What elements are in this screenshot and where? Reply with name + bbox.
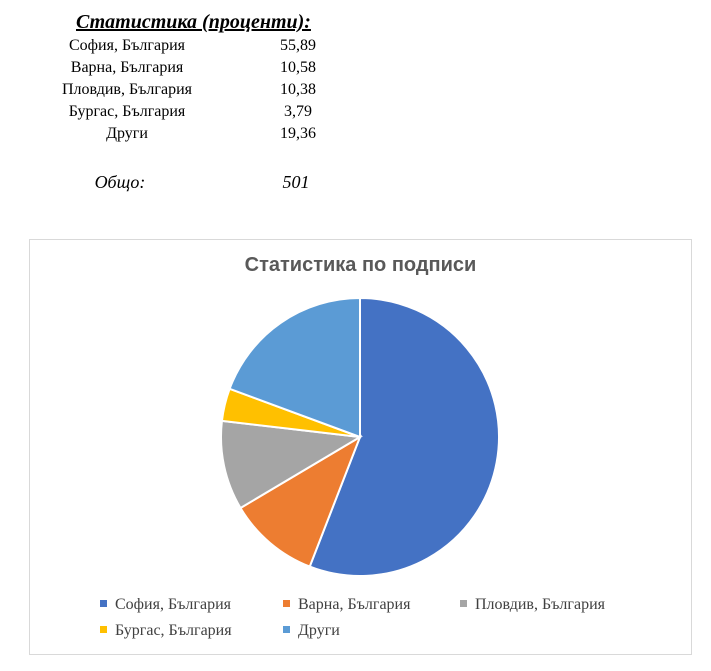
pie-slice: [308, 296, 500, 577]
legend-swatch: [460, 599, 467, 607]
legend-item: Бургас, България: [100, 622, 232, 642]
legend-item: Други: [283, 622, 340, 642]
legend-label: Бургас, България: [115, 622, 232, 639]
legend-label: Варна, България: [298, 596, 411, 613]
table-row: Пловдив, България 10,38: [0, 81, 711, 103]
row-name: Други: [106, 125, 148, 142]
pie-slice: [239, 434, 362, 568]
legend-swatch: [100, 599, 107, 607]
table-row: Други 19,36: [0, 125, 711, 147]
row-name: София, България: [69, 37, 185, 54]
row-value: 3,79: [284, 103, 312, 120]
row-value: 19,36: [280, 125, 316, 142]
legend-item: Пловдив, България: [460, 596, 605, 616]
chart-title: Статистика по подписи: [244, 254, 477, 276]
row-name: Бургас, България: [68, 103, 186, 120]
legend-item: Варна, България: [283, 596, 410, 616]
legend-label: Пловдив, България: [475, 596, 605, 613]
statistics-title: Статистика (проценти):: [76, 11, 311, 33]
statistics-table: Статистика (проценти): София, България 5…: [0, 0, 711, 210]
row-name: Пловдив, България: [62, 81, 192, 98]
table-row: София, България 55,89: [0, 37, 711, 59]
table-row: Бургас, България 3,79: [0, 103, 711, 125]
legend-item: София, България: [100, 596, 231, 616]
row-name: Варна, България: [70, 59, 184, 76]
total-value: 501: [282, 172, 310, 192]
pie-chart: Статистика по подписи София, България Вар…: [29, 239, 692, 655]
pie-slice: [228, 296, 361, 439]
row-value: 10,58: [280, 59, 316, 76]
chart-legend: София, България Варна, България Пловдив, Б…: [30, 594, 691, 648]
legend-label: Други: [298, 622, 340, 639]
legend-swatch: [283, 599, 290, 607]
total-label: Общо:: [94, 172, 146, 192]
pie-plot-area: [220, 296, 500, 577]
legend-label: София, България: [115, 596, 231, 613]
legend-swatch: [100, 625, 107, 633]
legend-swatch: [283, 625, 290, 633]
row-value: 55,89: [280, 37, 316, 54]
table-row: Варна, България 10,58: [0, 59, 711, 81]
pie-slice: [220, 419, 364, 510]
row-value: 10,38: [280, 81, 316, 98]
